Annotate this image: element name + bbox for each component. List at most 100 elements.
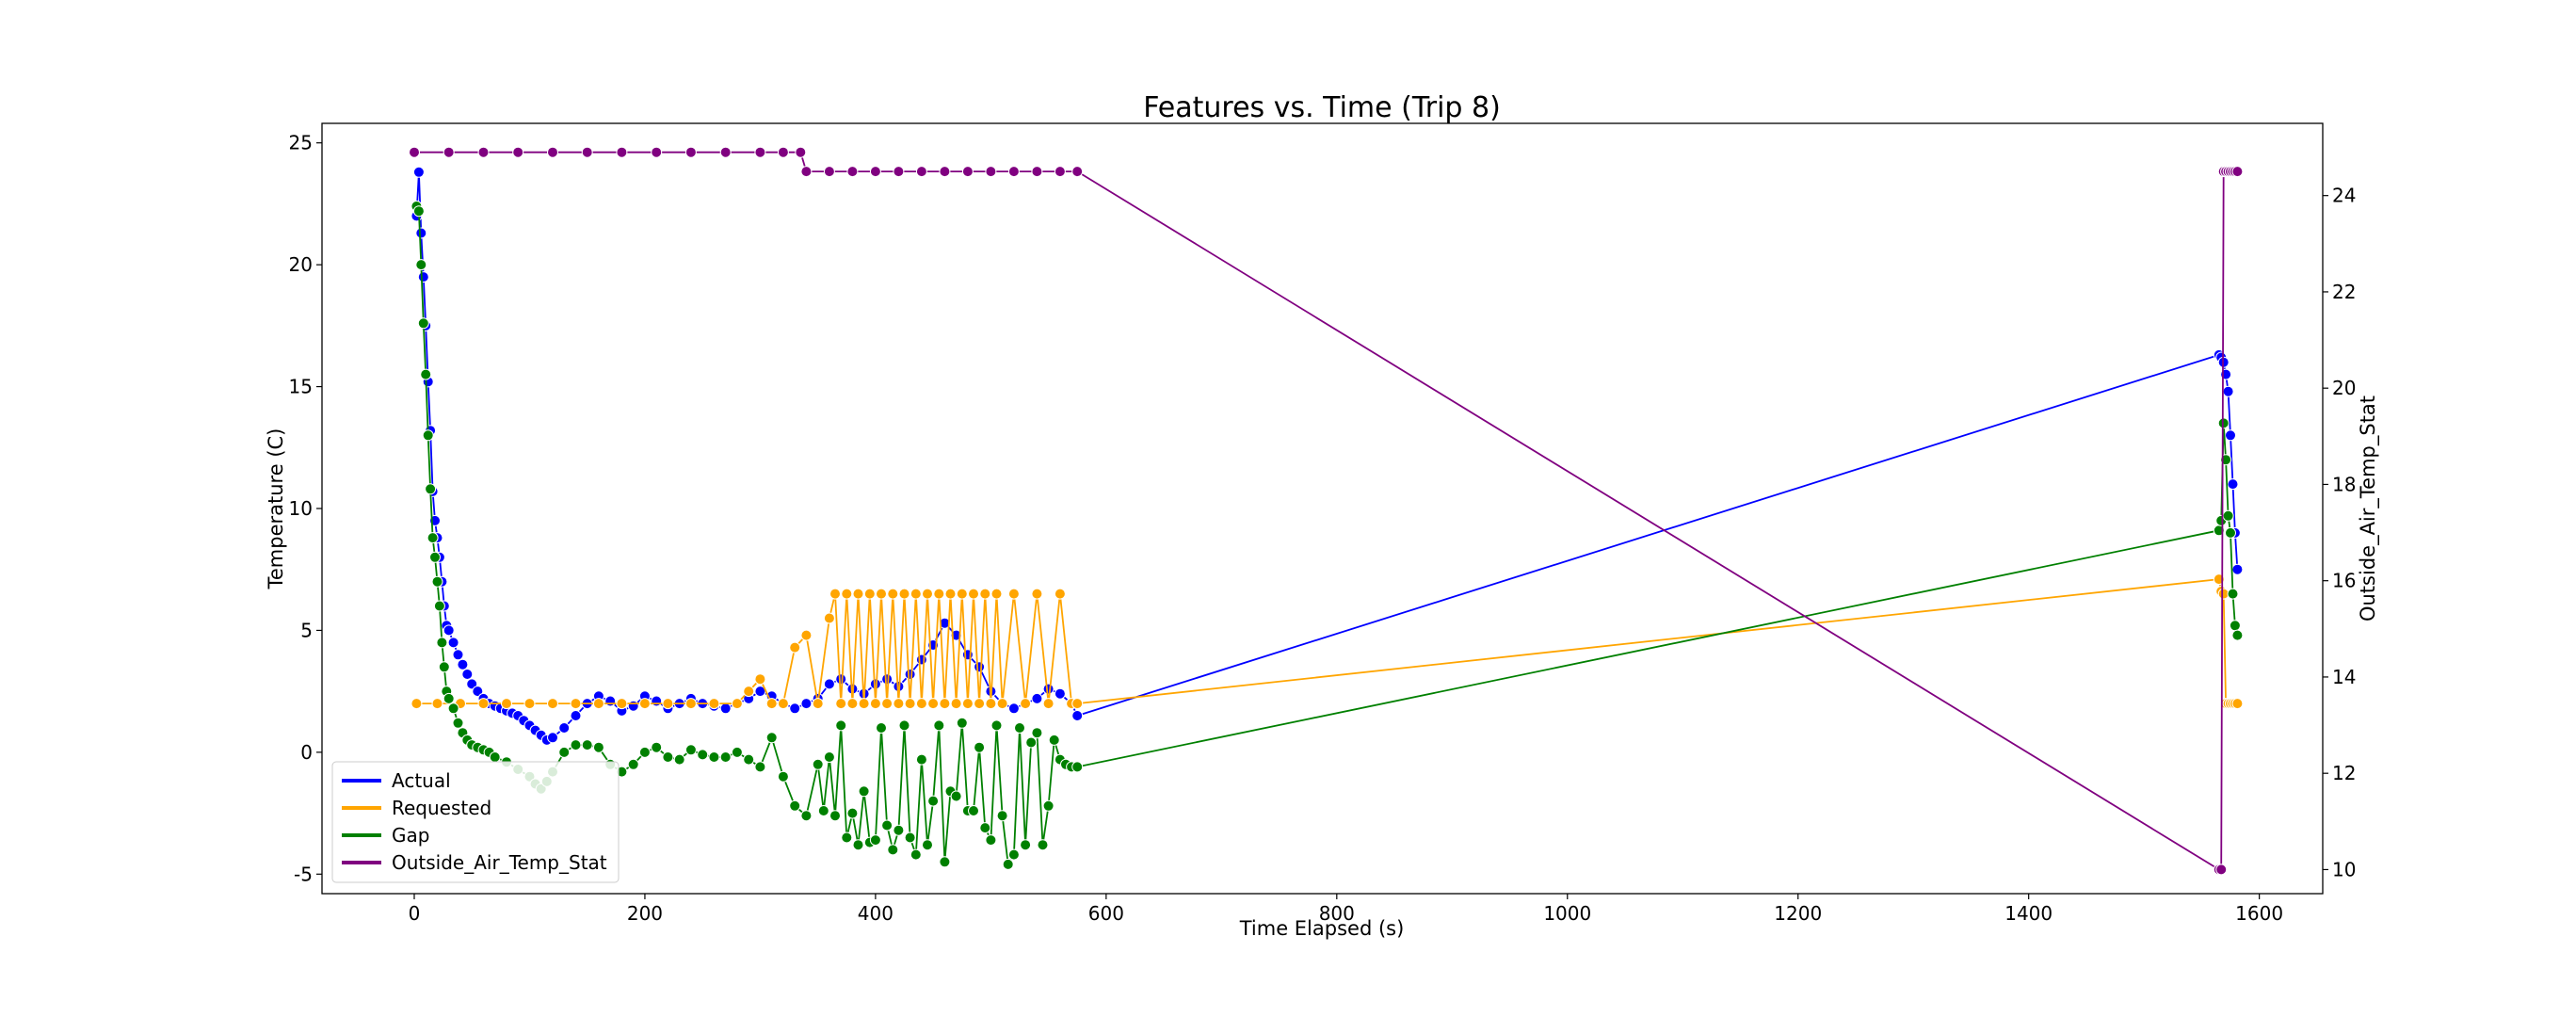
data-point bbox=[697, 749, 709, 761]
data-point bbox=[409, 146, 420, 158]
x-tick-label: 0 bbox=[409, 902, 421, 925]
data-point bbox=[950, 790, 962, 802]
data-point bbox=[1071, 166, 1084, 178]
data-point bbox=[1037, 839, 1049, 851]
data-point bbox=[1042, 683, 1055, 695]
data-point bbox=[904, 698, 916, 710]
data-point bbox=[547, 732, 558, 744]
y2-tick-label: 14 bbox=[2332, 666, 2356, 688]
data-point bbox=[898, 719, 910, 732]
y-tick-label: -5 bbox=[294, 863, 313, 885]
data-point bbox=[1014, 722, 1025, 734]
data-point bbox=[823, 751, 835, 763]
data-point bbox=[651, 695, 663, 707]
data-point bbox=[915, 654, 927, 666]
left-axis-ticks: -5 0 5 10 15 20 25 bbox=[289, 132, 322, 885]
data-point bbox=[939, 698, 951, 710]
data-point bbox=[417, 317, 429, 330]
data-point bbox=[1020, 698, 1032, 710]
data-point bbox=[581, 146, 593, 158]
x-tick-label: 200 bbox=[627, 902, 663, 925]
data-point bbox=[1042, 799, 1055, 812]
data-point bbox=[2225, 526, 2236, 539]
data-point bbox=[523, 698, 536, 710]
data-point bbox=[933, 588, 945, 600]
data-point bbox=[2227, 478, 2239, 491]
data-point bbox=[961, 698, 974, 710]
data-point bbox=[570, 710, 582, 721]
data-point bbox=[477, 698, 490, 710]
data-point bbox=[910, 588, 922, 600]
data-point bbox=[922, 839, 933, 851]
data-point bbox=[684, 146, 697, 158]
data-point bbox=[835, 698, 847, 710]
data-point bbox=[1031, 727, 1043, 739]
data-point bbox=[765, 732, 778, 744]
data-point bbox=[927, 795, 940, 807]
data-point bbox=[915, 166, 927, 178]
data-point bbox=[777, 146, 789, 158]
x-tick-label: 1600 bbox=[2235, 902, 2283, 925]
data-point bbox=[829, 588, 841, 600]
data-point bbox=[754, 146, 766, 158]
data-point bbox=[915, 698, 927, 710]
data-point bbox=[933, 719, 945, 732]
data-point bbox=[893, 166, 905, 178]
data-point bbox=[2231, 166, 2244, 178]
x-axis-label: Time Elapsed (s) bbox=[1239, 917, 1405, 940]
data-point bbox=[558, 746, 571, 758]
data-point bbox=[985, 166, 997, 178]
data-point bbox=[985, 834, 997, 847]
data-point bbox=[447, 637, 459, 649]
data-point bbox=[789, 799, 801, 812]
data-point bbox=[457, 658, 469, 670]
data-point bbox=[570, 739, 582, 751]
data-point bbox=[592, 741, 604, 753]
y-axis-label: Temperature (C) bbox=[265, 428, 287, 590]
data-point bbox=[939, 856, 951, 868]
data-point bbox=[1002, 858, 1014, 870]
data-point bbox=[412, 166, 425, 178]
y2-axis-label: Outside_Air_Temp_Stat bbox=[2357, 396, 2380, 622]
data-point bbox=[443, 624, 455, 637]
data-point bbox=[858, 698, 870, 710]
data-point bbox=[881, 673, 894, 686]
data-point bbox=[433, 600, 445, 612]
data-point bbox=[731, 698, 743, 710]
y2-tick-label: 16 bbox=[2332, 570, 2356, 592]
data-point bbox=[547, 698, 558, 710]
chart-title: Features vs. Time (Trip 8) bbox=[1143, 91, 1501, 124]
data-point bbox=[800, 698, 813, 710]
data-point bbox=[558, 722, 571, 734]
data-point bbox=[800, 166, 813, 178]
data-point bbox=[887, 844, 899, 856]
data-point bbox=[436, 637, 448, 649]
data-point bbox=[489, 751, 501, 763]
data-point bbox=[1007, 166, 1020, 178]
data-point bbox=[968, 805, 979, 816]
data-point bbox=[1042, 698, 1055, 710]
data-point bbox=[431, 575, 443, 588]
data-point bbox=[425, 483, 437, 495]
data-point bbox=[581, 739, 593, 751]
data-point bbox=[800, 629, 813, 641]
series-outside_air_temp_stat bbox=[409, 146, 2244, 876]
data-point bbox=[662, 698, 674, 710]
plot-area bbox=[409, 146, 2244, 876]
data-point bbox=[1054, 687, 1066, 700]
data-point bbox=[812, 698, 824, 710]
data-point bbox=[974, 698, 986, 710]
data-point bbox=[968, 588, 979, 600]
data-point bbox=[719, 146, 732, 158]
x-tick-label: 400 bbox=[858, 902, 894, 925]
data-point bbox=[1071, 761, 1084, 773]
data-point bbox=[881, 698, 894, 710]
data-point bbox=[829, 810, 841, 822]
data-point bbox=[743, 753, 755, 766]
data-point bbox=[452, 717, 464, 729]
data-point bbox=[684, 698, 697, 710]
data-point bbox=[443, 692, 455, 704]
data-point bbox=[477, 146, 490, 158]
data-point bbox=[708, 751, 720, 763]
